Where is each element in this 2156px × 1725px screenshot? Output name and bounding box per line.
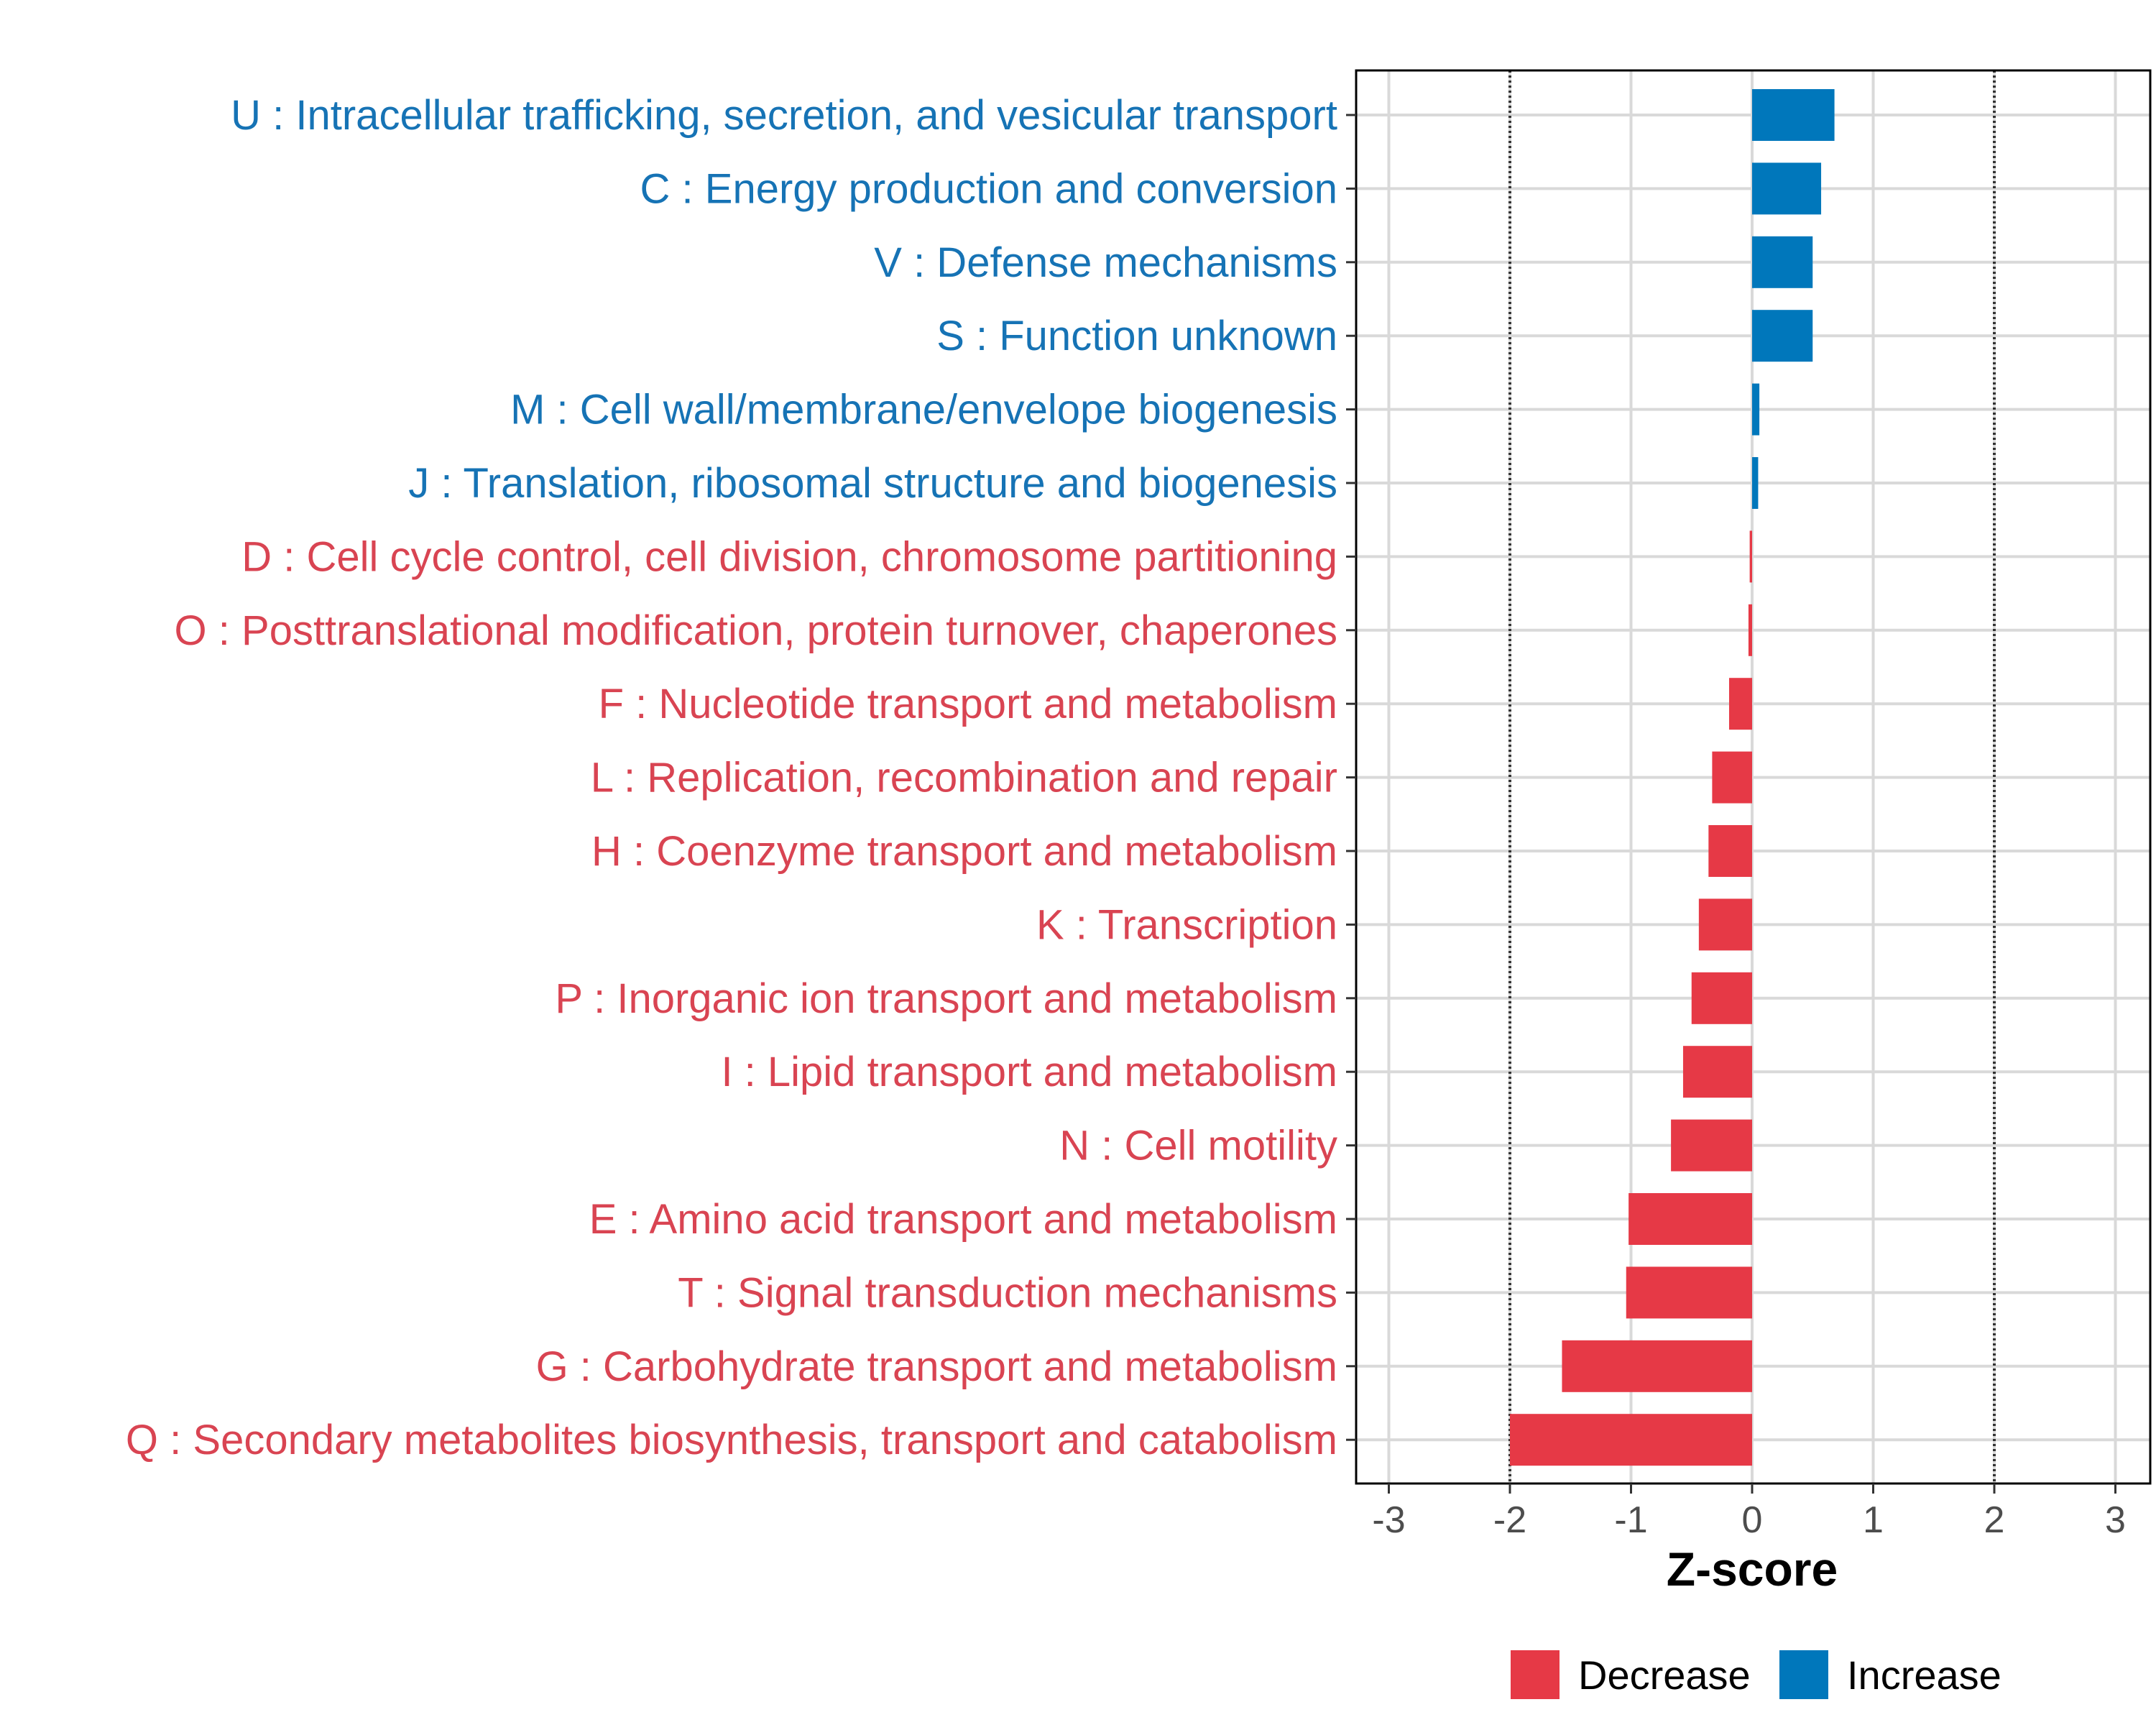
- bar: [1682, 1046, 1752, 1098]
- x-tick-label: 3: [2105, 1499, 2126, 1541]
- category-label: J : Translation, ribosomal structure and…: [408, 460, 1337, 507]
- bar: [1510, 1414, 1752, 1466]
- bar: [1626, 1266, 1752, 1319]
- category-label: C : Energy production and conversion: [640, 165, 1337, 212]
- category-label: S : Function unknown: [936, 313, 1337, 359]
- legend-label: Increase: [1847, 1652, 2001, 1698]
- bar: [1752, 457, 1759, 509]
- x-tick-label: 2: [1984, 1499, 2005, 1541]
- bar: [1728, 678, 1752, 730]
- bar: [1752, 236, 1813, 288]
- category-label: F : Nucleotide transport and metabolism: [599, 681, 1337, 727]
- category-label: D : Cell cycle control, cell division, c…: [241, 533, 1337, 580]
- bar: [1671, 1119, 1752, 1172]
- category-label: G : Carbohydrate transport and metabolis…: [536, 1343, 1337, 1390]
- bar: [1752, 383, 1760, 436]
- y-axis-ticks: [1346, 114, 1356, 1441]
- category-label: U : Intracellular trafficking, secretion…: [231, 92, 1337, 139]
- bar: [1752, 162, 1822, 215]
- category-label: K : Transcription: [1036, 901, 1337, 948]
- category-label: N : Cell motility: [1059, 1123, 1337, 1169]
- category-label: H : Coenzyme transport and metabolism: [591, 828, 1337, 875]
- legend-label: Decrease: [1578, 1652, 1751, 1698]
- reference-lines: [1508, 70, 1996, 1484]
- category-label: Q : Secondary metabolites biosynthesis, …: [126, 1417, 1337, 1463]
- x-tick-label: -2: [1493, 1499, 1526, 1541]
- legend-swatch: [1779, 1650, 1828, 1699]
- x-tick-label: -3: [1372, 1499, 1405, 1541]
- bar: [1698, 898, 1752, 951]
- bars: [1510, 89, 1835, 1466]
- bar: [1712, 751, 1752, 804]
- x-axis-title: Z-score: [1667, 1542, 1838, 1596]
- bar: [1752, 89, 1835, 141]
- category-label: O : Posttranslational modification, prot…: [175, 607, 1337, 654]
- category-label: P : Inorganic ion transport and metaboli…: [555, 975, 1337, 1022]
- category-label: M : Cell wall/membrane/envelope biogenes…: [510, 387, 1337, 433]
- bar: [1749, 530, 1752, 583]
- x-tick-label: 1: [1863, 1499, 1884, 1541]
- x-axis-ticks: -3 -2 -1 0 1 2 3: [1372, 1484, 2126, 1541]
- category-label: T : Signal transduction mechanisms: [678, 1269, 1337, 1316]
- legend: Decrease Increase: [1511, 1650, 2001, 1699]
- bar: [1562, 1340, 1752, 1392]
- bar: [1748, 604, 1752, 656]
- x-tick-label: 0: [1742, 1499, 1763, 1541]
- bar: [1708, 825, 1752, 877]
- x-tick-label: -1: [1614, 1499, 1647, 1541]
- bar: [1752, 310, 1813, 362]
- category-labels: U : Intracellular trafficking, secretion…: [126, 92, 1337, 1463]
- legend-swatch: [1511, 1650, 1560, 1699]
- bar: [1691, 972, 1752, 1024]
- category-label: L : Replication, recombination and repai…: [591, 755, 1337, 801]
- category-label: E : Amino acid transport and metabolism: [589, 1196, 1337, 1243]
- category-label: I : Lipid transport and metabolism: [721, 1049, 1337, 1095]
- bar: [1628, 1193, 1752, 1245]
- category-label: V : Defense mechanisms: [874, 239, 1337, 286]
